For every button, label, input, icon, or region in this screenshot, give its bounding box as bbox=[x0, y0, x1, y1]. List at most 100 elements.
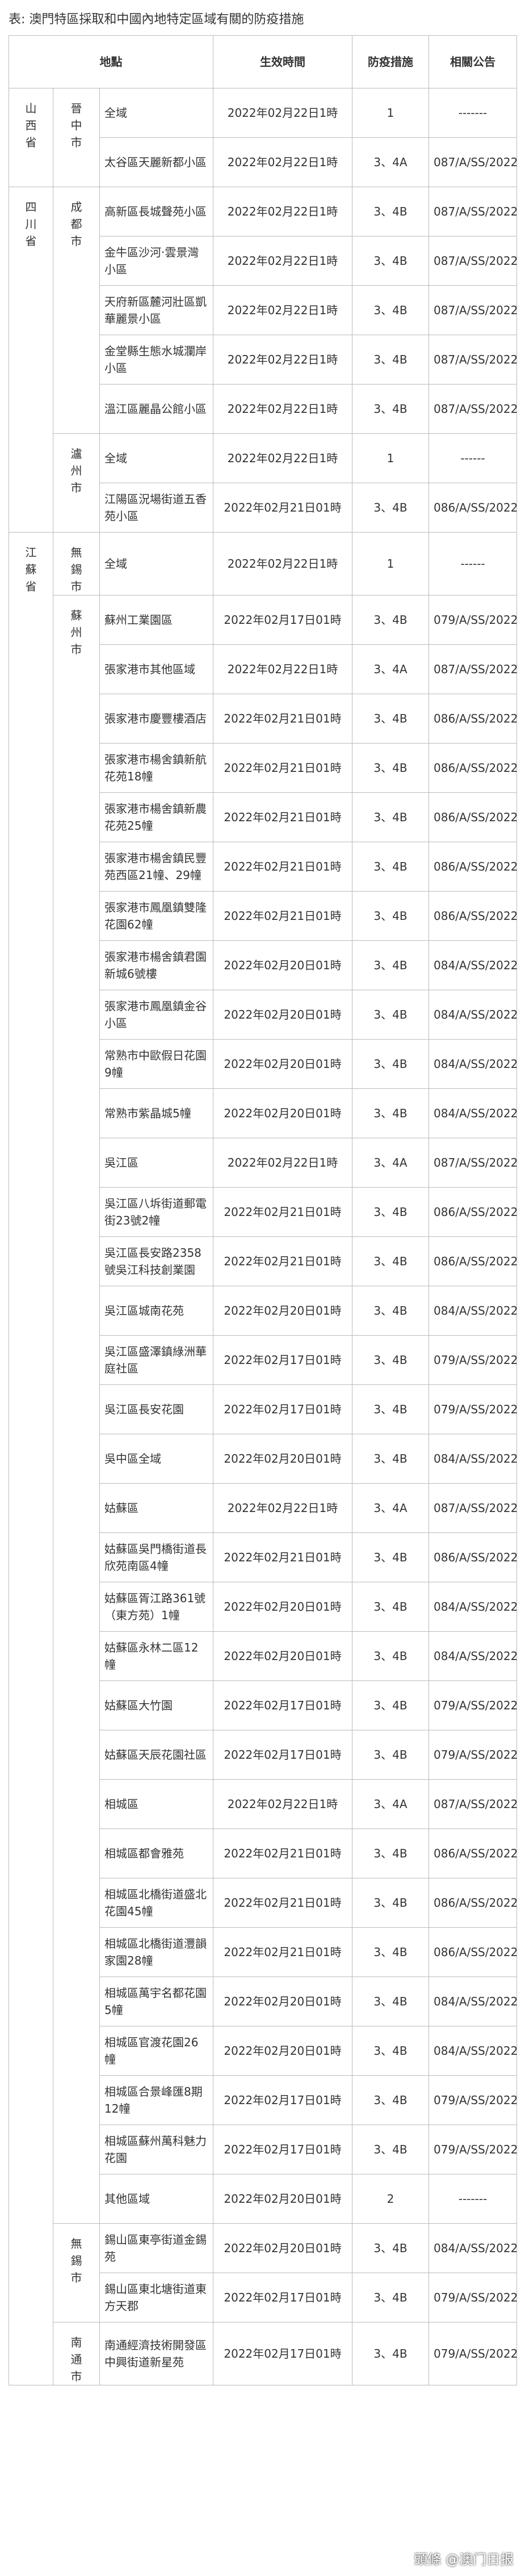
row: 姑蘇區永林二區12幢 2022年02月20日01時 3、4B 084/A/SS/202… bbox=[9, 1631, 518, 1681]
notice: 086/A/SS/2022 bbox=[429, 1187, 518, 1237]
effective-time: 2022年02月22日1時 bbox=[213, 433, 352, 483]
location: 姑蘇區天辰花園社區 bbox=[99, 1730, 213, 1780]
measure: 3、4B bbox=[352, 236, 429, 286]
row: 常熟市中歐假日花園9幢 2022年02月20日01時 3、4B 084/A/SS/20… bbox=[9, 1039, 518, 1089]
location: 相城區北橋街道盛北花園45幢 bbox=[99, 1878, 213, 1928]
measure: 3、4B bbox=[352, 285, 429, 335]
effective-time: 2022年02月22日1時 bbox=[213, 137, 352, 187]
city: 晉中市 bbox=[53, 88, 100, 187]
row: 無錫市 錫山區東亭街道金錫苑 2022年02月20日01時 3、4B 084/A/SS/… bbox=[9, 2223, 518, 2322]
measure: 3、4B bbox=[352, 1039, 429, 1089]
notice: 087/A/SS/2022 bbox=[429, 285, 518, 335]
effective-time: 2022年02月20日01時 bbox=[213, 1039, 352, 1089]
measure: 3、4A bbox=[352, 1779, 429, 1829]
location: 全域 bbox=[99, 433, 213, 483]
row: 相城區 2022年02月22日1時 3、4A 087/A/SS/2022 bbox=[9, 1779, 518, 1829]
notice: 086/A/SS/2022 bbox=[429, 1828, 518, 1878]
row: 吳江區盛澤鎮綠洲華庭社區 2022年02月17日01時 3、4B 079/A/SS/2… bbox=[9, 1335, 518, 1385]
location: 全域 bbox=[99, 88, 213, 138]
notice: 079/A/SS/2022 bbox=[429, 2075, 518, 2125]
effective-time: 2022年02月21日01時 bbox=[213, 1236, 352, 1286]
row: 其他區域 2022年02月20日01時 2 ------- bbox=[9, 2174, 517, 2224]
location: 張家港市楊舍鎮民豐苑西區21幢、29幢 bbox=[99, 842, 213, 892]
notice: 084/A/SS/2022 bbox=[429, 1631, 518, 1681]
location: 相城區萬宇名都花園5幢 bbox=[99, 1977, 213, 2026]
location: 太谷區天麗新都小區 bbox=[99, 137, 213, 187]
location: 姑蘇區 bbox=[99, 1483, 213, 1533]
province: 山西省 bbox=[9, 88, 53, 187]
row: 瀘州市 全域 2022年02月22日1時 1 ------ bbox=[9, 433, 517, 533]
measure: 3、4A bbox=[352, 644, 429, 694]
measure: 3、4B bbox=[352, 335, 429, 385]
notice: ------ bbox=[429, 433, 517, 483]
notice: ------- bbox=[429, 88, 517, 138]
notice: 087/A/SS/2022 bbox=[429, 384, 518, 434]
effective-time: 2022年02月20日01時 bbox=[213, 1434, 352, 1484]
effective-time: 2022年02月22日1時 bbox=[213, 1779, 352, 1829]
location: 金牛區沙河·雲景灣小區 bbox=[99, 236, 213, 286]
row: 溫江區麗晶公館小區 2022年02月22日1時 3、4B 087/A/SS/2022 bbox=[9, 384, 518, 434]
effective-time: 2022年02月17日01時 bbox=[213, 2322, 352, 2385]
location: 姑蘇區胥江路361號（東方苑）1幢 bbox=[99, 1582, 213, 1632]
measure: 3、4B bbox=[352, 842, 429, 892]
row: 四川省 成都市 高新區長城聲苑小區 2022年02月22日1時 3、4B 087/A/SS… bbox=[9, 187, 518, 533]
notice: 086/A/SS/2022 bbox=[429, 1236, 518, 1286]
city: 蘇州市 bbox=[53, 595, 100, 2224]
measure: 2 bbox=[352, 2174, 429, 2224]
effective-time: 2022年02月17日01時 bbox=[213, 2125, 352, 2174]
location: 常熟市中歐假日花園9幢 bbox=[99, 1039, 213, 1089]
effective-time: 2022年02月17日01時 bbox=[213, 1730, 352, 1780]
effective-time: 2022年02月21日01時 bbox=[213, 483, 352, 533]
location: 錫山區東亭街道金錫苑 bbox=[99, 2223, 213, 2273]
notice: 079/A/SS/2022 bbox=[429, 1335, 518, 1385]
measure: 3、4B bbox=[352, 1730, 429, 1780]
measure: 3、4B bbox=[352, 595, 429, 645]
measure: 3、4B bbox=[352, 891, 429, 941]
notice: 086/A/SS/2022 bbox=[429, 842, 518, 892]
row: 張家港市楊舍鎮民豐苑西區21幢、29幢 2022年02月21日01時 3、4B 086… bbox=[9, 842, 518, 892]
location: 天府新區麓河壯區凱華麗景小區 bbox=[99, 285, 213, 335]
measure: 3、4B bbox=[352, 1680, 429, 1730]
measure: 3、4B bbox=[352, 187, 429, 237]
measure: 3、4B bbox=[352, 2075, 429, 2125]
notice: 079/A/SS/2022 bbox=[429, 595, 518, 645]
location: 張家港市楊舍鎮新農花苑25幢 bbox=[99, 792, 213, 842]
measure: 3、4B bbox=[352, 940, 429, 990]
effective-time: 2022年02月20日01時 bbox=[213, 2026, 352, 2076]
location: 吳江區八坼街道郵電街23號2幢 bbox=[99, 1187, 213, 1237]
notice: ------ bbox=[429, 532, 517, 596]
location: 吳中區全域 bbox=[99, 1434, 213, 1484]
row: 張家港市楊舍鎮君園新城6號樓 2022年02月20日01時 3、4B 084/A/SS… bbox=[9, 940, 518, 990]
location: 張家港市慶豐樓酒店 bbox=[99, 694, 213, 744]
notice: 079/A/SS/2022 bbox=[429, 1730, 518, 1780]
effective-time: 2022年02月21日01時 bbox=[213, 1878, 352, 1928]
measure: 1 bbox=[352, 433, 429, 483]
location: 相城區官渡花園26幢 bbox=[99, 2026, 213, 2076]
effective-time: 2022年02月20日01時 bbox=[213, 1631, 352, 1681]
notice: 079/A/SS/2022 bbox=[429, 2125, 518, 2174]
measure: 3、4B bbox=[352, 1878, 429, 1928]
measure: 3、4B bbox=[352, 1828, 429, 1878]
row: 張家港市楊舍鎮新航花苑18幢 2022年02月21日01時 3、4B 086/A/SS… bbox=[9, 743, 518, 793]
measure: 3、4B bbox=[352, 2223, 429, 2273]
notice: 084/A/SS/2022 bbox=[429, 2223, 518, 2273]
location: 張家港市鳳凰鎮雙隆花園62幢 bbox=[99, 891, 213, 941]
location: 吳江區盛澤鎮綠洲華庭社區 bbox=[99, 1335, 213, 1385]
notice: 086/A/SS/2022 bbox=[429, 694, 518, 744]
effective-time: 2022年02月22日1時 bbox=[213, 335, 352, 385]
effective-time: 2022年02月21日01時 bbox=[213, 694, 352, 744]
location: 常熟市紫晶城5幢 bbox=[99, 1088, 213, 1138]
location: 錫山區東北塘街道東方天郡 bbox=[99, 2273, 213, 2322]
location: 其他區域 bbox=[99, 2174, 213, 2224]
notice: 084/A/SS/2022 bbox=[429, 1434, 518, 1484]
notice: 084/A/SS/2022 bbox=[429, 1286, 518, 1336]
effective-time: 2022年02月22日1時 bbox=[213, 1483, 352, 1533]
notice: ------- bbox=[429, 2174, 517, 2224]
province: 江蘇省 bbox=[9, 532, 53, 2385]
measure: 3、4A bbox=[352, 137, 429, 187]
effective-time: 2022年02月21日01時 bbox=[213, 1532, 352, 1582]
effective-time: 2022年02月22日1時 bbox=[213, 88, 352, 138]
measure: 3、4B bbox=[352, 694, 429, 744]
measure: 3、4B bbox=[352, 990, 429, 1040]
effective-time: 2022年02月17日01時 bbox=[213, 2273, 352, 2322]
